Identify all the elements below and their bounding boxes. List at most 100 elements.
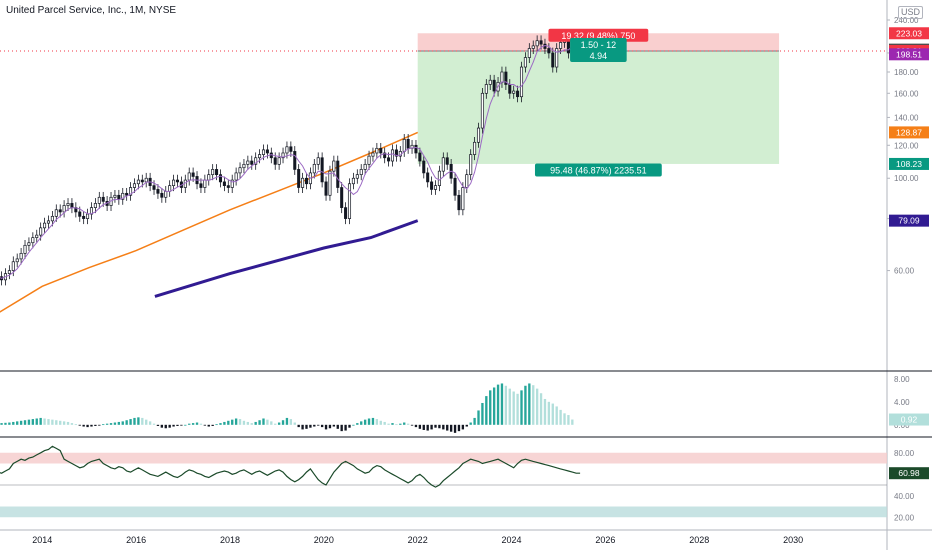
- macd-histogram-bar: [352, 424, 355, 426]
- macd-histogram-bar: [559, 409, 562, 425]
- candle-body: [215, 169, 219, 176]
- candle-body: [445, 157, 449, 165]
- candle-body: [430, 181, 434, 190]
- macd-histogram-bar: [336, 424, 339, 429]
- candle-body: [265, 149, 269, 154]
- candle-body: [19, 252, 23, 260]
- macd-histogram-bar: [86, 424, 89, 428]
- price-badge: 223.03: [896, 28, 922, 38]
- macd-histogram-bar: [551, 403, 554, 425]
- macd-histogram-bar: [535, 388, 539, 425]
- macd-histogram-bar: [270, 421, 273, 425]
- macd-histogram-bar: [121, 421, 124, 425]
- macd-histogram-bar: [219, 423, 222, 425]
- macd-histogram-bar: [453, 424, 457, 433]
- x-tick-label: 2018: [220, 535, 240, 545]
- candle-body: [132, 183, 137, 188]
- entry-label: 4.94: [590, 51, 608, 61]
- macd-histogram-bar: [203, 424, 207, 426]
- candle-body: [504, 71, 508, 85]
- macd-histogram-bar: [317, 424, 320, 426]
- macd-histogram-bar: [184, 424, 187, 426]
- candle-body: [367, 155, 371, 165]
- macd-histogram-bar: [277, 422, 281, 425]
- macd-histogram-bar: [242, 420, 246, 425]
- rsi-tick-label: 20.00: [894, 513, 915, 522]
- candle-body: [379, 147, 383, 154]
- candle-body: [332, 160, 336, 172]
- macd-histogram-bar: [539, 393, 543, 425]
- candle-body: [480, 92, 484, 129]
- currency-badge[interactable]: USD: [897, 6, 923, 19]
- candle-body: [344, 207, 348, 219]
- candle-body: [117, 194, 121, 200]
- candle-body: [11, 261, 15, 271]
- candle-body: [261, 149, 266, 155]
- macd-histogram-bar: [137, 417, 140, 425]
- moving-average-short-line: [0, 44, 581, 279]
- candle-body: [320, 157, 324, 183]
- candle-body: [82, 215, 86, 219]
- candle-body: [113, 194, 117, 198]
- macd-histogram-bar: [328, 424, 332, 429]
- macd-histogram-bar: [563, 413, 566, 425]
- candle-body: [175, 179, 180, 183]
- y-tick-label: 140.00: [894, 113, 919, 122]
- candle-body: [527, 48, 531, 58]
- candle-body: [500, 71, 504, 83]
- stop-label: 19.32 (9.48%) 750: [561, 31, 635, 41]
- candle-body: [453, 177, 457, 196]
- candle-body: [461, 187, 465, 211]
- macd-histogram-bar: [145, 419, 148, 425]
- candle-body: [211, 169, 215, 176]
- candle-body: [297, 169, 301, 188]
- candle-body: [355, 174, 359, 179]
- candle-body: [484, 84, 488, 94]
- macd-histogram-bar: [301, 424, 304, 430]
- candle-body: [519, 66, 524, 98]
- x-tick-label: 2028: [689, 535, 709, 545]
- price-badge-bg: [889, 27, 929, 40]
- x-tick-label: 2022: [408, 535, 428, 545]
- candle-body: [488, 79, 492, 85]
- macd-histogram-bar: [332, 424, 336, 427]
- macd-histogram-bar: [27, 419, 31, 425]
- y-tick-label: 240.00: [894, 16, 919, 25]
- price-badge-bg: [889, 214, 929, 227]
- candle-body: [93, 203, 97, 208]
- candle-body: [27, 242, 31, 246]
- macd-histogram-bar: [117, 421, 121, 425]
- macd-histogram-bar: [512, 391, 515, 425]
- candle-body: [406, 139, 410, 149]
- macd-histogram-bar: [262, 418, 265, 425]
- candle-body: [277, 157, 281, 165]
- macd-histogram-bar: [492, 387, 496, 425]
- candle-body: [23, 244, 27, 254]
- candle-body: [152, 185, 156, 190]
- candle-body: [207, 174, 211, 181]
- macd-histogram-bar: [195, 422, 199, 425]
- candle-body: [422, 160, 426, 174]
- macd-histogram-bar: [234, 418, 238, 425]
- macd-histogram-bar: [141, 417, 144, 425]
- candle-body: [426, 172, 430, 183]
- macd-histogram-bar: [360, 421, 363, 425]
- price-badge: 128.87: [896, 127, 922, 137]
- macd-histogram-bar: [266, 419, 269, 425]
- y-tick-label: 100.00: [894, 174, 919, 183]
- candle-body: [234, 172, 238, 181]
- macd-histogram-bar: [442, 424, 445, 430]
- y-tick-label: 160.00: [894, 89, 919, 98]
- candle-body: [273, 157, 277, 165]
- candle-body: [230, 179, 234, 188]
- candle-body: [101, 196, 105, 202]
- candle-body: [394, 149, 398, 157]
- candle-body: [66, 203, 70, 206]
- candle-body: [238, 167, 242, 174]
- macd-histogram-bar: [31, 419, 35, 425]
- candle-body: [531, 45, 535, 49]
- candle-body: [555, 48, 559, 68]
- rsi-overbought-band: [0, 452, 887, 464]
- macd-tick-label: 4.00: [894, 398, 910, 407]
- macd-histogram-bar: [406, 423, 410, 425]
